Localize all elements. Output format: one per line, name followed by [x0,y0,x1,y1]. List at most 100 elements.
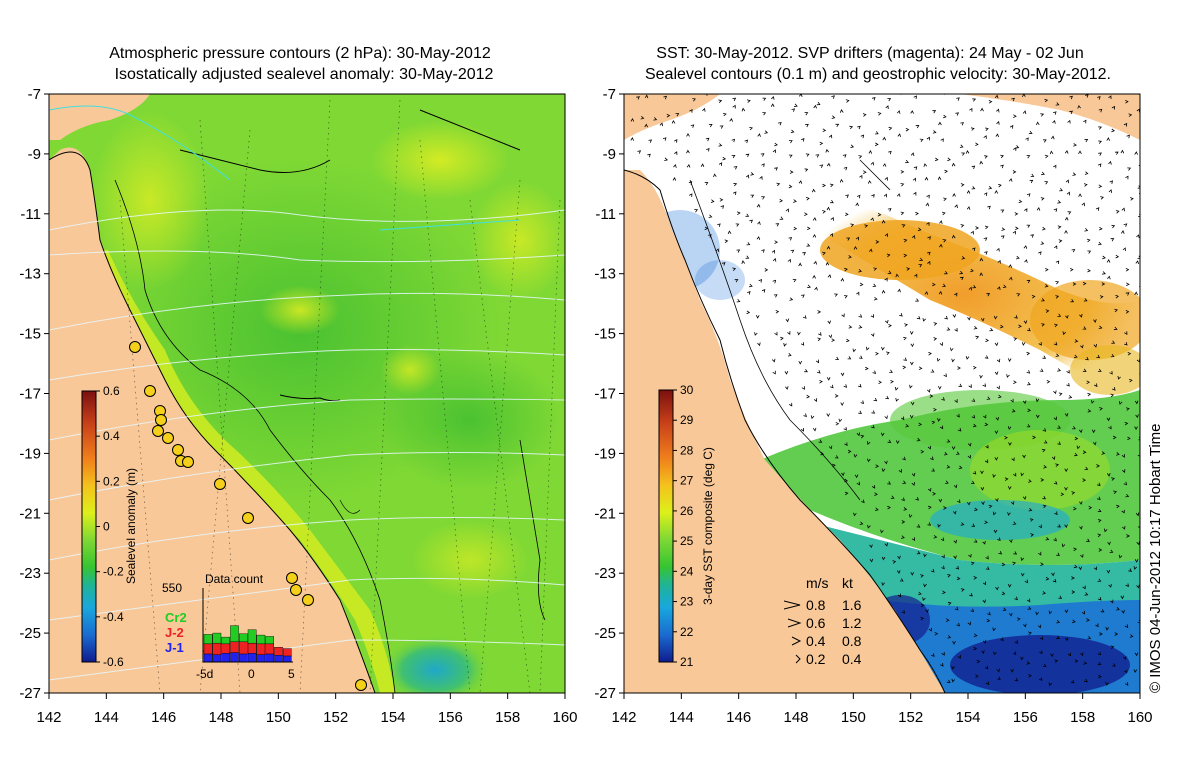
lon-tick-label: 160 [1127,709,1152,726]
velocity-arrow [952,641,956,645]
velocity-arrow [983,135,987,139]
velocity-arrow [873,296,878,301]
velocity-arrow [1117,375,1121,380]
velocity-arrow [724,239,729,244]
velocity-arrow [884,460,888,465]
velocity-arrow [903,357,908,361]
velocity-arrow [950,347,954,352]
velocity-arrow [1018,199,1023,204]
velocity-arrow [1099,632,1103,636]
velocity-arrow [859,521,864,525]
velocity-arrow [1134,652,1139,657]
velocity-arrow [961,152,966,156]
velocity-arrow [985,555,989,560]
velocity-arrow [1082,450,1087,454]
lat-tick-label: -15 [19,326,41,343]
velocity-arrow [901,535,905,539]
velocity-arrow [722,112,727,117]
velocity-arrow [944,315,948,320]
velocity-arrow [733,182,738,187]
velocity-arrow [1011,457,1015,462]
velocity-arrow [872,97,876,101]
velocity-arrow [644,94,649,99]
velocity-arrow [758,278,763,283]
velocity-arrow [810,415,815,420]
velocity-arrow [918,591,922,596]
velocity-arrow [994,430,999,435]
velocity-arrow [1122,469,1126,473]
velocity-arrow [983,192,988,196]
speed-ms-value: 0.6 [806,615,826,631]
velocity-arrow [1028,130,1033,135]
velocity-arrow [1031,295,1036,299]
velocity-arrow [1143,491,1146,494]
velocity-arrow [957,499,961,504]
velocity-arrow [789,170,794,174]
velocity-arrow [857,125,861,130]
velocity-arrow [802,252,806,256]
velocity-arrow [862,113,867,117]
velocity-arrow [973,646,978,651]
velocity-arrow [867,441,871,445]
velocity-arrow [1111,340,1116,344]
velocity-arrow [1124,421,1129,426]
right-land-png [624,94,720,140]
velocity-arrow [1114,632,1119,636]
speed-kt-value: 1.2 [842,615,862,631]
velocity-arrow [972,284,977,289]
velocity-arrow [970,127,975,131]
velocity-arrow [954,292,958,297]
velocity-arrow [1128,568,1132,572]
velocity-arrow [1064,468,1068,473]
velocity-arrow [1111,128,1116,133]
velocity-arrow [973,633,978,637]
velocity-arrow [881,219,886,224]
velocity-arrow [1107,275,1111,280]
imos-credit: © IMOS 04-Jun-2012 10:17 Hobart Time [1147,423,1164,693]
velocity-arrow [1036,206,1041,211]
velocity-arrow [817,310,822,314]
velocity-arrow [871,485,876,489]
velocity-arrow [672,177,677,181]
velocity-arrow [1098,152,1102,156]
velocity-arrow [1121,609,1125,614]
velocity-arrow [969,107,973,112]
colorbar-tick-label: 28 [680,443,694,457]
velocity-arrow [896,193,901,197]
velocity-arrow [686,149,690,154]
velocity-arrow [757,133,761,137]
velocity-arrow [1000,154,1004,159]
velocity-arrow [926,136,930,141]
velocity-arrow [1142,679,1145,682]
velocity-arrow [858,269,863,273]
velocity-arrow [996,120,1000,125]
left-map-panel: Atmospheric pressure contours (2 hPa): 3… [48,45,566,694]
velocity-arrow [1083,661,1088,665]
velocity-arrow [1093,343,1097,348]
velocity-arrow [1066,383,1070,387]
velocity-arrow [863,170,867,174]
colorbar-tick-label: -0.6 [103,655,124,669]
velocity-arrow [734,279,739,283]
velocity-arrow [933,337,938,341]
colorbar-tick-label: 23 [680,595,694,609]
velocity-arrow [1035,121,1040,126]
velocity-arrow [828,445,833,450]
velocity-arrow [1048,610,1053,615]
right-land-solomon [960,94,1140,140]
velocity-arrow [1104,528,1108,533]
lat-tick-label: -17 [19,386,41,403]
velocity-arrow [1127,351,1132,356]
velocity-arrow [715,248,720,253]
velocity-arrow [910,572,914,576]
velocity-arrow [856,194,861,199]
velocity-arrow [1013,337,1018,341]
velocity-arrow [884,277,888,282]
velocity-arrow [1086,380,1091,385]
velocity-arrow [916,524,921,528]
lon-tick-label: 158 [1070,709,1095,726]
velocity-arrow [1057,441,1061,445]
velocity-arrow [1127,436,1131,441]
velocity-arrow [704,94,708,96]
data-count-title: Data count [205,572,264,586]
